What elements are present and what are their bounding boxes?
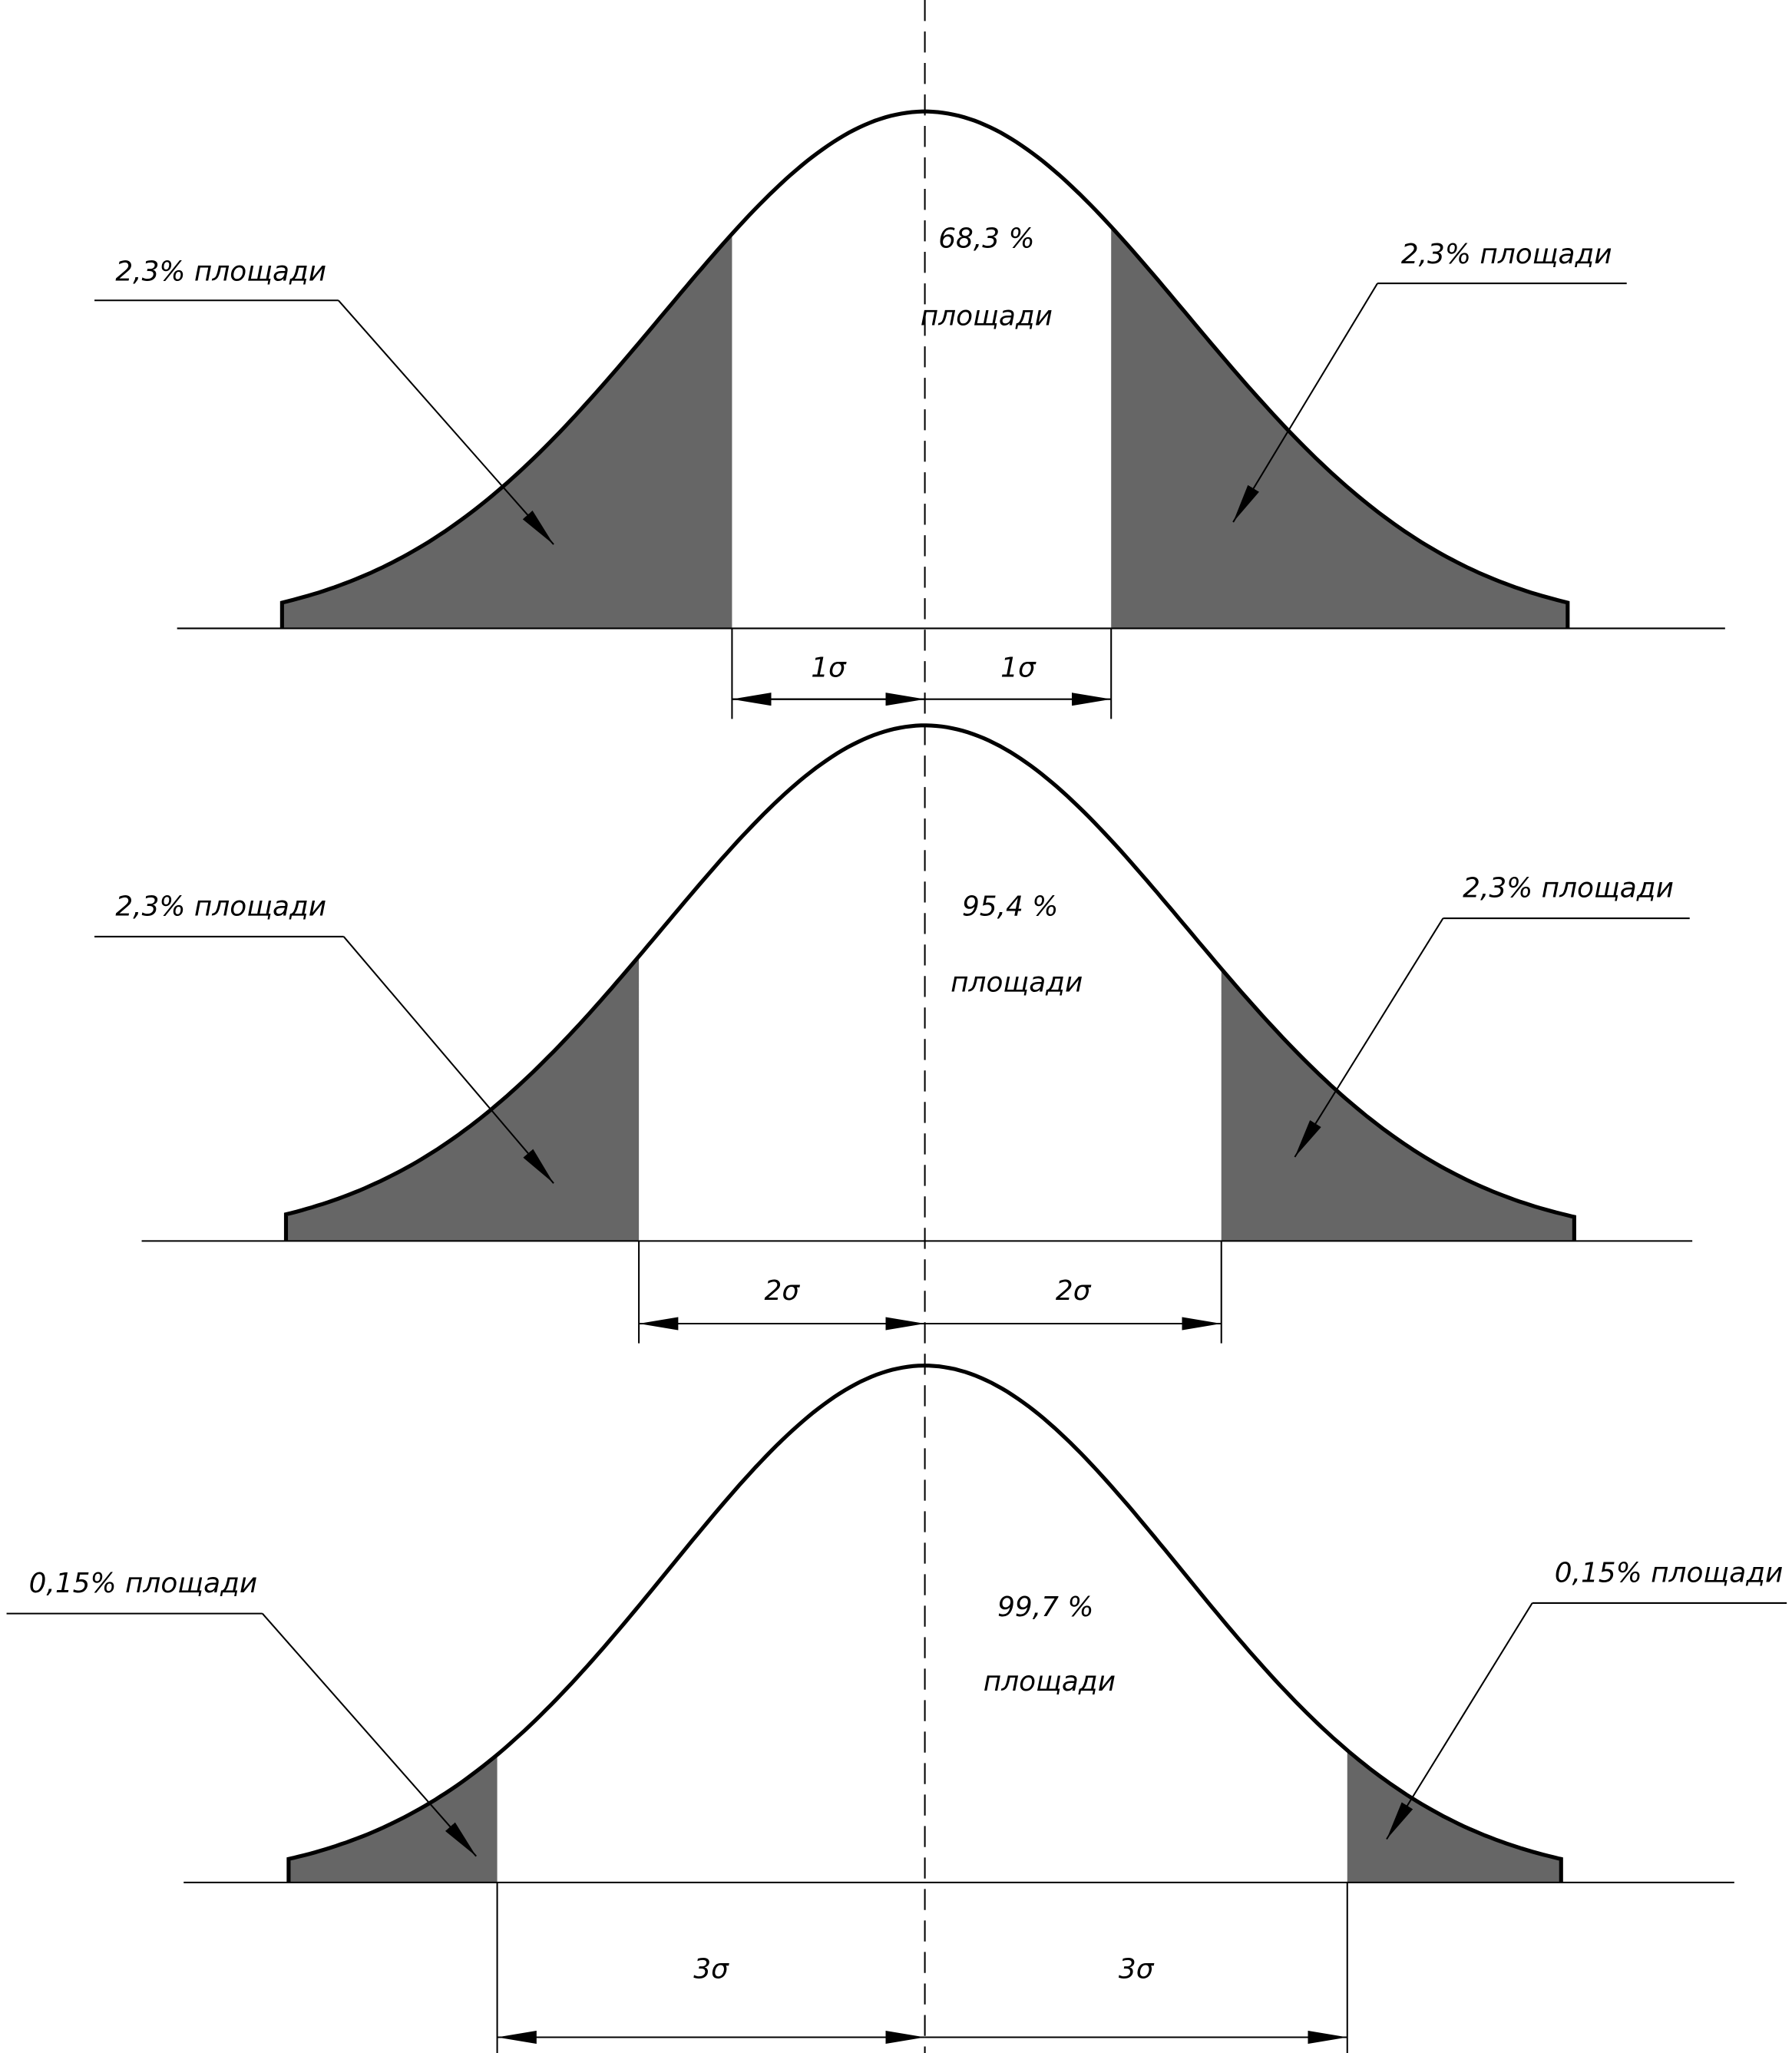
tail-label: 0,15% площади — [1555, 1557, 1784, 1589]
shaded-tail — [1221, 968, 1575, 1241]
shaded-tail — [1347, 1750, 1562, 1883]
center-unit: площади — [921, 300, 1053, 332]
tail-label: 2,3% площади — [1401, 239, 1612, 270]
normal-curve — [286, 1364, 1563, 1883]
normal-curve — [279, 109, 1570, 629]
dimension-label: 3σ — [693, 1953, 729, 1985]
leader-arrow — [1232, 283, 1378, 523]
dimension-label: 2σ — [1056, 1275, 1092, 1307]
leader-arrow — [1386, 1602, 1533, 1840]
shaded-tail — [288, 1754, 498, 1883]
tail-label: 2,3% площади — [115, 256, 326, 287]
dimension-label: 1σ — [811, 652, 847, 683]
shaded-tail — [282, 233, 732, 629]
tail-label: 2,3% площади — [115, 891, 326, 922]
dimension-label: 3σ — [1119, 1953, 1155, 1985]
shaded-tail — [1111, 226, 1568, 629]
leader-arrow — [1294, 917, 1444, 1158]
dimension-label: 1σ — [1000, 652, 1037, 683]
tail-label: 0,15% площади — [29, 1568, 258, 1599]
center-percent: 99,7 % — [997, 1592, 1093, 1623]
leader-arrow — [342, 936, 554, 1184]
center-unit: площади — [984, 1666, 1116, 1698]
center-percent: 95,4 % — [962, 891, 1058, 922]
center-percent: 68,3 % — [938, 223, 1034, 255]
normal-curve — [283, 723, 1576, 1241]
dimension-label: 2σ — [765, 1275, 801, 1307]
center-unit: площади — [951, 967, 1083, 998]
leader-arrow — [261, 1612, 478, 1857]
tail-label: 2,3% площади — [1463, 872, 1674, 904]
leader-arrow — [338, 299, 554, 545]
